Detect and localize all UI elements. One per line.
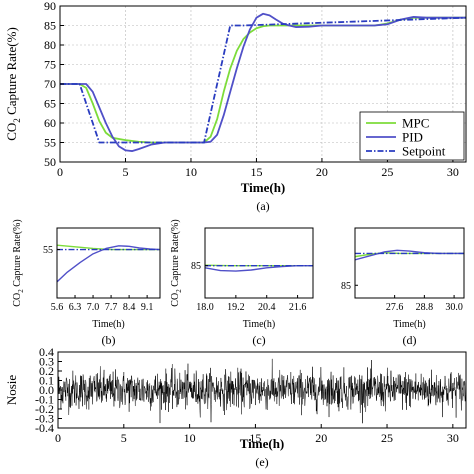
plot-area <box>205 264 313 272</box>
y-tick-label: 75 <box>44 58 56 72</box>
y-axis-label: CO2 Capture Rate(%) <box>4 27 22 141</box>
x-tick-label: 7.7 <box>105 302 118 313</box>
x-tick-label: 30 <box>447 165 459 179</box>
series-line-pid <box>60 12 466 152</box>
y-tick-label: 0.1 <box>39 374 54 388</box>
y-axis-label: CO2 Capture Rate(%) <box>170 219 183 306</box>
y-axis-label-sub: 2 <box>12 118 22 123</box>
legend-label: PID <box>402 130 423 145</box>
y-tick-label: 55 <box>44 136 56 150</box>
chart-panel-0: 0 5 10 15 20 25 30 50 55 60 65 70 75 80 85 90 Time(h) CO2… <box>4 0 467 213</box>
y-axis-label-rest: Capture Rate(%) <box>170 219 181 289</box>
y-tick-label: 85 <box>44 19 56 33</box>
y-tick-label: -0.3 <box>35 412 54 426</box>
y-tick-label: 70 <box>44 77 56 91</box>
x-tick-label: 18.0 <box>196 302 214 313</box>
x-tick-label: 10 <box>185 165 197 179</box>
y-tick-label: 0.0 <box>39 383 54 397</box>
x-tick-label: 7.0 <box>87 302 100 313</box>
panel-label: (d) <box>403 333 417 347</box>
x-axis-label: Time(h) <box>92 319 124 330</box>
x-tick-label: 25 <box>381 165 393 179</box>
chart-panel-2: 18.0 19.2 20.4 21.6 85 Time(h) CO2 Capture Rat… <box>170 219 314 347</box>
series-line-1 <box>355 249 464 261</box>
y-tick-label: 65 <box>44 97 56 111</box>
x-tick-label: 25 <box>381 431 393 445</box>
x-axis-label: Time(h) <box>393 319 425 330</box>
y-tick-label: -0.1 <box>35 393 54 407</box>
chart-panel-1: 5.6 6.3 7.0 7.7 8.4 9.1 55 Time(h) CO2 Capture R… <box>12 219 161 347</box>
y-axis-label-rest: Capture Rate(%) <box>4 27 19 118</box>
chart-panel-4: 0 5 10 15 20 25 30 -0.4-0.3-0.2-0.10.00.10.20.3… <box>4 345 467 469</box>
y-tick-label: 90 <box>44 0 56 13</box>
plot-area <box>60 12 466 152</box>
chart-panel-3: 27.6 28.8 30.0 85 Time(h) (d) <box>341 227 465 347</box>
y-axis-label-main: CO <box>12 293 23 307</box>
x-tick-label: 21.6 <box>289 302 307 313</box>
y-tick-label: 60 <box>44 116 56 130</box>
x-tick-label: 15 <box>250 165 262 179</box>
panel-label: (b) <box>102 333 116 347</box>
x-tick-label: 9.1 <box>141 302 154 313</box>
y-axis-label: CO2 Capture Rate(%) <box>12 219 25 306</box>
plot-frame <box>56 227 161 299</box>
plot-frame <box>354 227 465 299</box>
panel-label: (a) <box>256 199 269 213</box>
legend-label: MPC <box>402 116 429 131</box>
y-tick-label: 55 <box>43 245 53 256</box>
y-tick-label: 80 <box>44 38 56 52</box>
y-tick-label: 50 <box>44 155 56 169</box>
y-tick-label: 0.4 <box>39 345 54 359</box>
x-tick-label: 20 <box>316 165 328 179</box>
x-tick-label: 0 <box>55 431 61 445</box>
y-axis-label-main: Nosie <box>4 375 19 406</box>
y-axis-label-sub: 2 <box>175 289 183 293</box>
legend-box <box>359 111 465 161</box>
x-tick-label: 19.2 <box>227 302 245 313</box>
series-line-1 <box>205 264 313 272</box>
y-axis-label-main: CO <box>170 293 181 307</box>
x-tick-label: 20 <box>315 431 327 445</box>
x-tick-label: 10 <box>184 431 196 445</box>
plot-area <box>355 249 464 261</box>
plot-frame <box>204 227 314 299</box>
x-tick-label: 20.4 <box>258 302 276 313</box>
y-tick-label: 0.2 <box>39 364 54 378</box>
panel-label: (c) <box>252 333 265 347</box>
y-axis-label-main: CO <box>4 123 19 141</box>
y-axis-label-sub: 2 <box>17 289 25 293</box>
x-tick-label: 6.3 <box>69 302 82 313</box>
y-axis-label: Nosie <box>4 375 19 406</box>
y-tick-label: 0.3 <box>39 355 54 369</box>
x-axis-label: Time(h) <box>241 180 286 195</box>
plot-area <box>58 358 466 424</box>
x-tick-label: 27.6 <box>386 302 404 313</box>
x-tick-label: 5 <box>121 431 127 445</box>
noise-signal <box>58 358 466 424</box>
plot-area <box>57 244 160 283</box>
y-tick-label: -0.4 <box>35 421 54 435</box>
x-tick-label: 5 <box>122 165 128 179</box>
panel-label: (e) <box>255 455 268 469</box>
y-tick-label: 85 <box>191 261 201 272</box>
x-tick-label: 0 <box>57 165 63 179</box>
x-tick-label: 28.8 <box>416 302 434 313</box>
y-axis-label-rest: Capture Rate(%) <box>12 219 23 289</box>
series-line-1 <box>57 245 160 283</box>
y-tick-label: -0.2 <box>35 402 54 416</box>
x-axis-label: Time(h) <box>240 436 285 451</box>
x-tick-label: 5.6 <box>51 302 64 313</box>
x-tick-label: 8.4 <box>123 302 136 313</box>
x-axis-label: Time(h) <box>243 319 275 330</box>
legend-label: Setpoint <box>402 144 446 159</box>
x-tick-label: 30 <box>447 431 459 445</box>
x-tick-label: 15 <box>249 431 261 445</box>
x-tick-label: 30.0 <box>445 302 463 313</box>
y-tick-label: 85 <box>341 281 351 292</box>
